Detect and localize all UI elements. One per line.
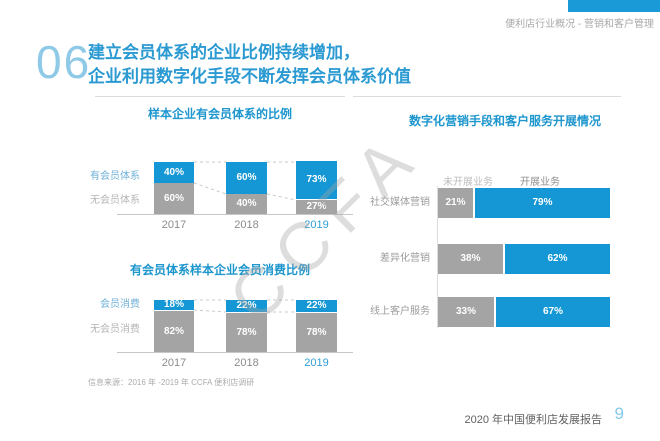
footer-page-number: 9 bbox=[614, 404, 624, 423]
chart1-series2-label: 无会员体系 bbox=[90, 195, 140, 206]
chart3-row2-blue: 62% bbox=[505, 244, 610, 274]
chart3-header-not-developed: 未开展业务 bbox=[443, 177, 493, 188]
divider-left bbox=[95, 96, 345, 97]
chart2-bar-2018-blue: 22% bbox=[226, 300, 267, 312]
breadcrumb: 便利店行业概况 - 营销和客户管理 bbox=[505, 19, 654, 30]
page-title-line2: 企业利用数字化手段不断发挥会员体系价值 bbox=[88, 67, 411, 86]
chart1-bar-2019-gray: 27% bbox=[296, 200, 337, 214]
source-note: 信息来源：2016 年 -2019 年 CCFA 便利店调研 bbox=[88, 378, 255, 387]
chart2-x-axis bbox=[117, 352, 353, 353]
chart2-series1-label: 会员消费 bbox=[100, 299, 140, 310]
chart2-series2-label: 无会员消费 bbox=[90, 324, 140, 335]
chart2-bar-2018-gray: 78% bbox=[226, 313, 267, 352]
chart1-bar-2018-blue: 60% bbox=[226, 162, 267, 194]
chart2-bar-2019-blue: 22% bbox=[296, 300, 337, 312]
chart2-bar-2019-gray: 78% bbox=[296, 313, 337, 352]
header-accent-bar bbox=[568, 0, 660, 12]
chart1-series1-label: 有会员体系 bbox=[90, 171, 140, 182]
chart3-row3-label: 线上客户服务 bbox=[370, 306, 430, 317]
chart2-year-2018: 2018 bbox=[234, 357, 259, 369]
chart1-x-axis bbox=[117, 214, 353, 215]
footer-report-title: 2020 年中国便利店发展报告 bbox=[464, 414, 602, 426]
chart2-bar-2017-gray: 82% bbox=[154, 311, 194, 352]
chart1-year-2018: 2018 bbox=[234, 219, 259, 231]
chart3-row1-label: 社交媒体营销 bbox=[370, 197, 430, 208]
chart3-header-developed: 开展业务 bbox=[520, 177, 560, 188]
divider-right bbox=[353, 96, 621, 97]
chart3-row3-blue: 67% bbox=[496, 297, 610, 327]
chart1-bar-2019-blue: 73% bbox=[296, 161, 337, 200]
page-title-line1: 建立会员体系的企业比例持续增加， bbox=[88, 43, 360, 62]
chart2-year-2017: 2017 bbox=[161, 357, 187, 369]
chart3-y-axis bbox=[437, 186, 438, 328]
chart3-row2-gray: 38% bbox=[438, 244, 503, 274]
chart3-row1-blue: 79% bbox=[475, 188, 610, 218]
chart1-bar-2017-gray: 60% bbox=[154, 183, 194, 214]
chart3-row3-gray: 33% bbox=[438, 297, 494, 327]
chart1-year-2019: 2019 bbox=[304, 219, 329, 231]
chart1-bar-2017-blue: 40% bbox=[154, 162, 194, 183]
chart1-year-2017: 2017 bbox=[161, 219, 187, 231]
chart1-title: 样本企业有会员体系的比例 bbox=[147, 107, 292, 121]
chart1-bar-2018-gray: 40% bbox=[226, 194, 267, 214]
chart2-bar-2017-blue: 18% bbox=[154, 300, 194, 310]
chart2-year-2019: 2019 bbox=[304, 357, 329, 369]
section-number: 06 bbox=[36, 36, 92, 88]
chart3-row1-gray: 21% bbox=[438, 188, 473, 218]
chart2-title: 有会员体系样本企业会员消费比例 bbox=[129, 263, 310, 277]
chart3-row2-label: 差异化营销 bbox=[380, 253, 430, 264]
chart3-title: 数字化营销手段和客户服务开展情况 bbox=[408, 114, 601, 128]
